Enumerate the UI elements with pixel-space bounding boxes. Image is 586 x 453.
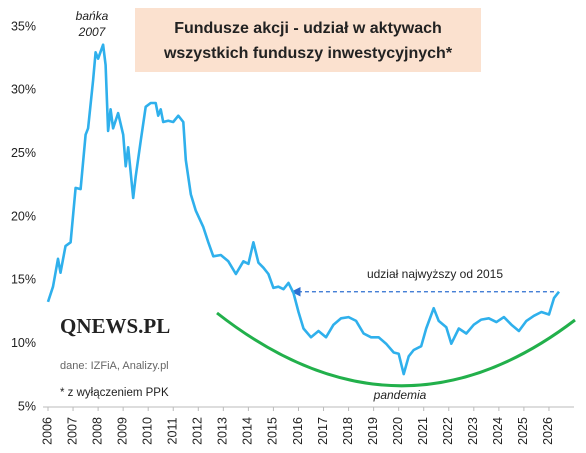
x-tick-label: 2023 xyxy=(466,417,480,445)
x-tick-label: 2021 xyxy=(416,417,430,445)
y-tick-label: 5% xyxy=(18,399,36,413)
data-line xyxy=(46,43,561,376)
x-tick-label: 2026 xyxy=(541,417,555,445)
x-tick-label: 2014 xyxy=(241,417,255,445)
x-tick-label: 2016 xyxy=(291,417,305,445)
y-tick-label: 20% xyxy=(11,209,36,223)
x-tick-label: 2007 xyxy=(65,417,79,445)
curve-label: pandemia xyxy=(373,388,427,402)
y-tick-label: 10% xyxy=(11,336,36,350)
chart-title: wszystkich funduszy inwestycyjnych* xyxy=(163,45,453,62)
x-tick-label: 2009 xyxy=(115,417,129,445)
x-tick-label: 2020 xyxy=(391,417,405,445)
source: dane: IZFiA, Analizy.pl xyxy=(60,360,169,372)
x-tick-label: 2025 xyxy=(516,417,530,445)
peak-label: bańka xyxy=(76,9,109,23)
y-tick-label: 35% xyxy=(11,19,36,33)
x-tick-label: 2012 xyxy=(191,417,205,445)
x-tick-label: 2008 xyxy=(90,417,104,445)
annotation-label: udział najwyższy od 2015 xyxy=(367,267,503,281)
x-tick-label: 2022 xyxy=(441,417,455,445)
x-tick-label: 2015 xyxy=(266,417,280,445)
y-tick-label: 15% xyxy=(11,273,36,287)
x-tick-label: 2011 xyxy=(166,418,180,445)
pandemic-curve xyxy=(216,311,576,388)
chart-title: Fundusze akcji - udział w aktywach xyxy=(174,20,442,37)
x-tick-label: 2010 xyxy=(140,417,154,445)
y-tick-label: 25% xyxy=(11,146,36,160)
footnote: * z wyłączeniem PPK xyxy=(60,387,169,399)
x-tick-label: 2006 xyxy=(40,417,54,445)
logo: QNEWS.PL xyxy=(60,314,170,338)
title-box xyxy=(135,8,481,72)
x-tick-label: 2013 xyxy=(216,417,230,445)
y-tick-label: 30% xyxy=(11,83,36,97)
peak-label: 2007 xyxy=(78,25,107,39)
x-tick-label: 2024 xyxy=(491,417,505,445)
x-tick-label: 2018 xyxy=(341,417,355,445)
x-tick-label: 2017 xyxy=(316,417,330,445)
x-tick-label: 2019 xyxy=(366,417,380,445)
